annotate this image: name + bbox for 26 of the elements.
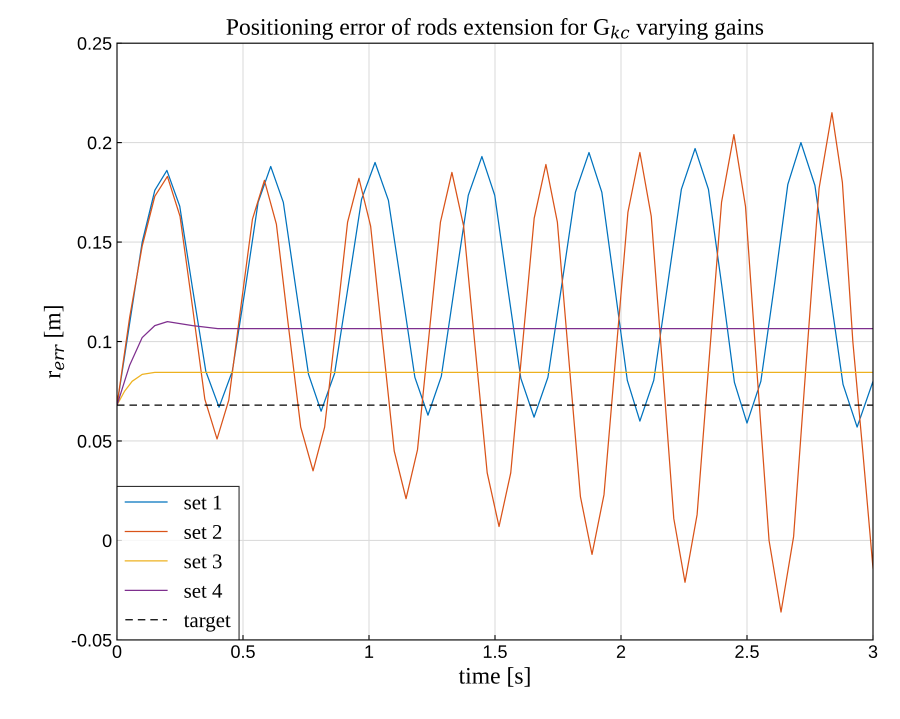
y-tick-label: 0.15 xyxy=(78,236,112,249)
y-tick-label: 0.1 xyxy=(88,335,112,348)
x-axis-title: time [s] xyxy=(458,667,530,687)
x-tick-label: 0.5 xyxy=(231,645,255,658)
line-series xyxy=(117,372,873,406)
chart-title: Positioning error of rods extension for G$_{kc}$ varying gains xyxy=(226,18,764,40)
legend-label: set 2 xyxy=(184,524,222,539)
legend-label: target xyxy=(184,615,231,632)
line-series xyxy=(117,142,873,428)
legend-label: set 1 xyxy=(184,496,222,510)
y-tick-label: 0.2 xyxy=(88,136,112,150)
line-series xyxy=(117,112,873,613)
y-tick-label: -0.05 xyxy=(72,634,112,647)
line-series xyxy=(117,321,873,406)
y-axis-title: r$_{err}$ [m] xyxy=(44,306,64,378)
y-tick-label: 0.25 xyxy=(78,37,112,50)
x-tick-label: 1.5 xyxy=(484,645,507,658)
x-tick-label: 2.5 xyxy=(735,645,759,658)
legend-label: set 3 xyxy=(184,554,222,568)
x-tick-label: 1 xyxy=(365,645,374,658)
legend-label: set 4 xyxy=(184,584,222,598)
x-tick-label: 0 xyxy=(112,645,122,658)
y-tick-label: 0.05 xyxy=(78,434,112,448)
x-tick-label: 2 xyxy=(616,645,626,658)
x-tick-label: 3 xyxy=(868,645,878,658)
y-tick-label: 0 xyxy=(102,534,112,548)
